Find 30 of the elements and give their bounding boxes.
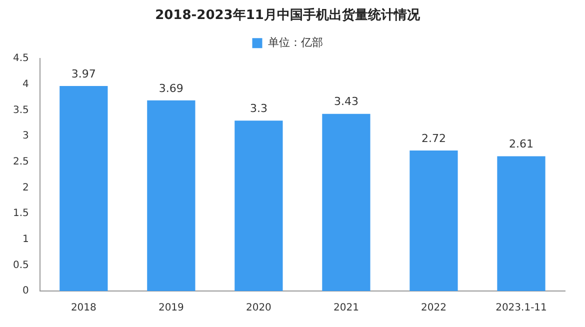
bar	[234, 120, 283, 291]
y-tick-label: 3.5	[12, 104, 29, 116]
chart-title: 2018-2023年11月中国手机出货量统计情况	[155, 7, 421, 24]
data-label: 3.43	[334, 95, 358, 108]
data-label: 3.69	[158, 82, 184, 95]
x-tick-label: 2019	[158, 302, 184, 314]
x-tick-label: 2022	[421, 302, 446, 314]
y-tick-label: 4.5	[12, 53, 29, 64]
bar	[60, 86, 108, 291]
y-tick-label: 1.5	[12, 208, 29, 220]
x-tick-label: 2023.1-11	[496, 302, 547, 314]
legend-label: 单位：亿部	[268, 36, 323, 49]
bar	[322, 114, 370, 291]
y-tick-label: 2.5	[12, 156, 29, 168]
x-tick-label: 2018	[70, 302, 96, 314]
data-label: 2.72	[421, 132, 446, 145]
bar	[497, 156, 546, 291]
y-tick-label: 3	[22, 130, 29, 142]
data-label: 2.61	[508, 138, 534, 151]
bar	[410, 150, 458, 291]
data-label: 3.97	[71, 67, 96, 80]
data-label: 3.3	[250, 102, 268, 115]
y-tick-label: 4	[22, 79, 29, 90]
y-tick-label: 0	[22, 286, 29, 297]
bar	[147, 100, 196, 291]
x-tick-label: 2021	[333, 302, 359, 314]
y-tick-label: 0.5	[12, 260, 29, 271]
y-tick-label: 2	[22, 182, 29, 194]
y-tick-label: 1	[22, 234, 29, 245]
x-tick-label: 2020	[246, 302, 272, 314]
